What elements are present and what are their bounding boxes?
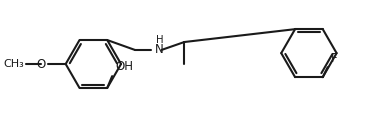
Text: N: N (155, 43, 163, 56)
Text: OH: OH (115, 60, 133, 73)
Text: H: H (156, 35, 163, 45)
Text: O: O (37, 58, 46, 70)
Text: F: F (331, 52, 337, 65)
Text: CH₃: CH₃ (4, 59, 24, 69)
